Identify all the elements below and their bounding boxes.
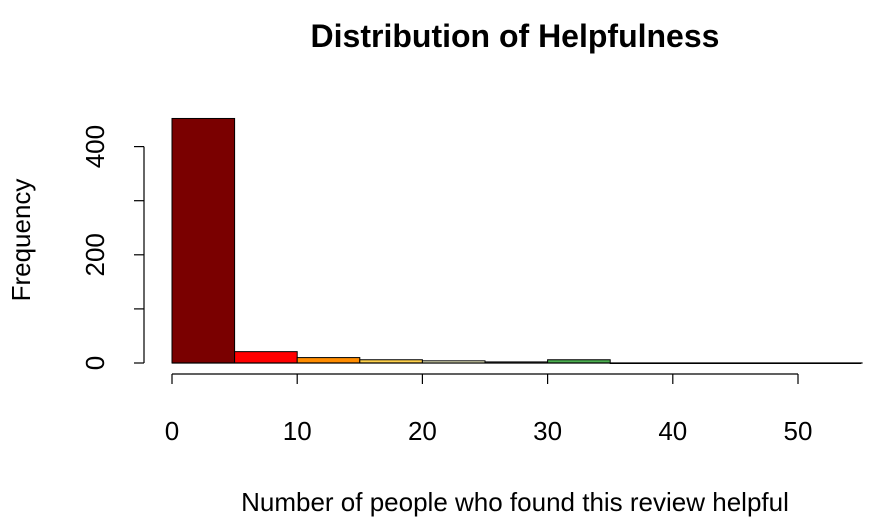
chart-title: Distribution of Helpfulness: [311, 18, 720, 54]
histogram-bar-0: [171, 117, 236, 364]
bars-group: [171, 117, 863, 364]
x-tick-label-1: 10: [283, 416, 312, 446]
x-tick-label-2: 20: [408, 416, 437, 446]
histogram-bar-1: [234, 351, 298, 364]
x-axis-label: Number of people who found this review h…: [241, 487, 789, 517]
y-tick-label-2: 200: [80, 233, 110, 276]
x-axis: 0 10 20 30 40 50: [165, 373, 813, 446]
y-tick-label-0: 0: [80, 356, 110, 370]
y-axis: 0 200 400: [80, 125, 145, 370]
x-tick-label-4: 40: [658, 416, 687, 446]
x-tick-label-3: 30: [533, 416, 562, 446]
y-tick-label-4: 400: [80, 125, 110, 168]
y-axis-label: Frequency: [6, 179, 36, 302]
x-tick-label-5: 50: [784, 416, 813, 446]
histogram-bar-2: [296, 357, 361, 364]
x-tick-label-0: 0: [165, 416, 179, 446]
